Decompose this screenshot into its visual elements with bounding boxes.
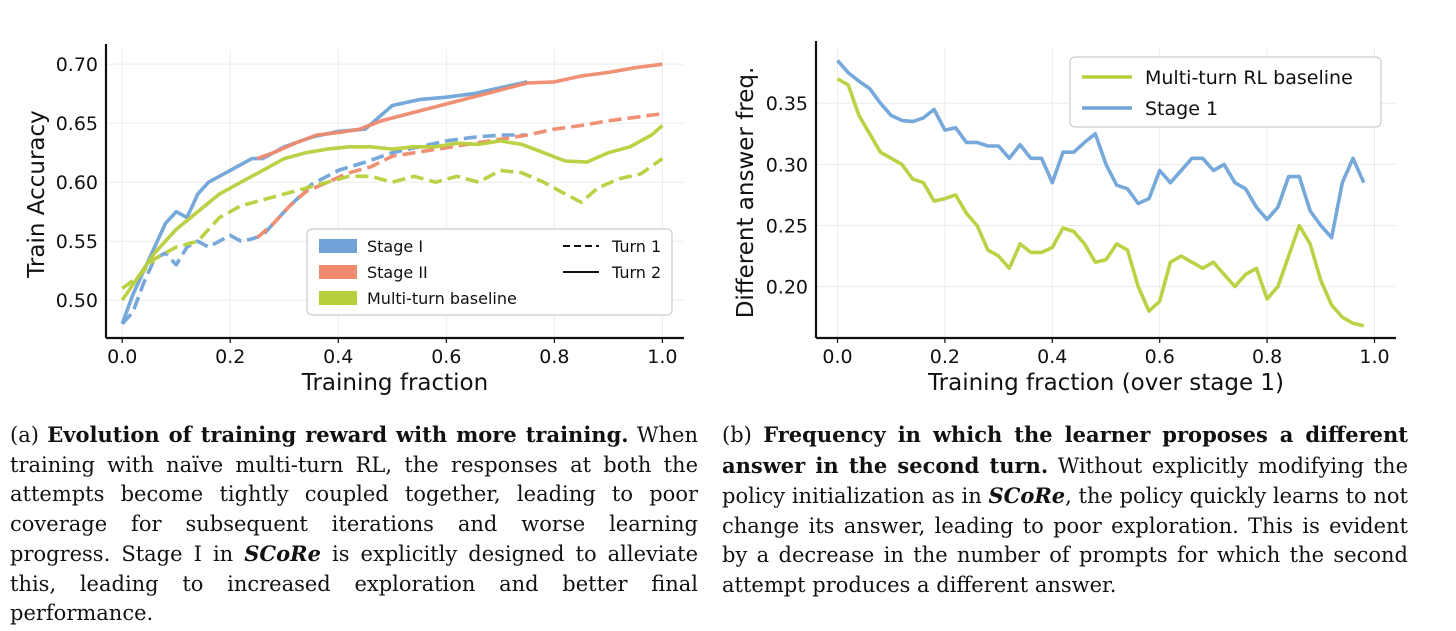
chart-a-series-line-1 — [120, 133, 528, 326]
chart-b-x-tick-label: 0.8 — [1252, 346, 1282, 368]
caption-a-bold: Evolution of training reward with more t… — [47, 422, 629, 447]
caption-b-prefix: (b) — [722, 423, 764, 447]
caption-b-text2: , the policy quickly learns to not chang… — [722, 484, 1408, 597]
chart-b-x-tick-label: 0.2 — [930, 346, 960, 368]
chart-b-x-tick-label: 0.6 — [1145, 346, 1175, 368]
chart-b-y-tick-label: 0.30 — [766, 154, 808, 176]
chart-a-legend-swatch — [319, 265, 357, 279]
chart-a-legend-label: Multi-turn baseline — [367, 289, 517, 308]
chart-a-legend-swatch — [319, 291, 357, 305]
chart-b-y-tick-label: 0.35 — [766, 93, 808, 115]
caption-a-prefix: (a) — [10, 423, 48, 447]
chart-b-legend: Multi-turn RL baseline Stage 1 — [1069, 56, 1382, 128]
chart-b-y-axis-label: Different answer freq. — [733, 67, 759, 319]
chart-a-legend-style-label: Turn 2 — [611, 263, 661, 282]
chart-b-series-line-1 — [836, 59, 1366, 240]
chart-b-x-tick-label: 0.0 — [822, 346, 852, 368]
chart-a-x-tick-label: 0.4 — [323, 346, 353, 368]
chart-b-x-tick-label: 0.4 — [1037, 346, 1067, 368]
caption-b: (b) Frequency in which the learner propo… — [722, 420, 1408, 600]
caption-b-italic: SCoRe — [988, 483, 1066, 508]
chart-b-y-tick-label: 0.25 — [766, 216, 808, 238]
chart-b-legend-label: Multi-turn RL baseline — [1145, 67, 1353, 89]
chart-a-series-line-3 — [256, 111, 663, 240]
chart-a-x-axis-label: Training fraction — [301, 370, 488, 396]
chart-a-legend-swatch — [319, 239, 357, 253]
chart-a-legend-label: Stage I — [367, 237, 423, 256]
caption-a-italic: SCoRe — [244, 541, 321, 566]
chart-b-legend-frame — [1069, 56, 1382, 128]
caption-a-text1: When training with naïve multi-turn RL, … — [10, 423, 698, 566]
chart-a-legend-style-label: Turn 1 — [611, 237, 661, 256]
caption-b-bold: Frequency in which the learner proposes … — [722, 422, 1408, 478]
chart-a-y-axis-label: Train Accuracy — [24, 110, 50, 279]
chart-a-x-tick-label: 0.6 — [431, 346, 461, 368]
chart-a-series-line-5 — [121, 157, 664, 290]
chart-a-y-tick-label: 0.55 — [56, 231, 98, 253]
chart-a: 0.0 0.2 0.4 0.6 0.8 1.0 0.50 0.55 0.60 0.65 0.70 Tr… — [24, 44, 684, 396]
chart-a-x-tick-label: 0.2 — [215, 346, 245, 368]
chart-a-legend-frame — [306, 228, 673, 316]
chart-b: 0.0 0.2 0.4 0.6 0.8 1.0 0.20 0.25 0.30 0.35 Traini… — [733, 41, 1396, 396]
chart-a-x-tick-label: 0.0 — [107, 346, 137, 368]
chart-b-x-tick-label: 1.0 — [1359, 346, 1389, 368]
chart-a-legend-label: Stage II — [367, 263, 428, 282]
chart-a-series-line-2 — [256, 62, 663, 161]
chart-a-series-line-4 — [120, 124, 664, 302]
chart-a-y-tick-label: 0.60 — [56, 172, 98, 194]
chart-a-y-tick-label: 0.65 — [56, 113, 98, 135]
chart-b-x-axis-label: Training fraction (over stage 1) — [927, 370, 1284, 396]
chart-a-x-tick-label: 0.8 — [539, 346, 569, 368]
chart-a-legend: Stage I Stage II Multi-turn baseline Turn 1… — [306, 228, 673, 316]
chart-b-series-line-0 — [836, 77, 1365, 328]
chart-b-legend-label: Stage 1 — [1145, 98, 1218, 120]
caption-a-text2: is explicitly designed to alleviate this… — [10, 542, 698, 625]
chart-a-y-tick-label: 0.50 — [56, 290, 98, 312]
chart-a-x-tick-label: 1.0 — [647, 346, 677, 368]
chart-b-y-tick-label: 0.20 — [766, 277, 808, 299]
chart-a-series-line-0 — [120, 80, 528, 325]
chart-a-y-tick-label: 0.70 — [56, 54, 98, 76]
caption-a: (a) Evolution of training reward with mo… — [10, 420, 698, 629]
caption-b-text1: Without explicitly modifying the policy … — [722, 453, 1408, 509]
